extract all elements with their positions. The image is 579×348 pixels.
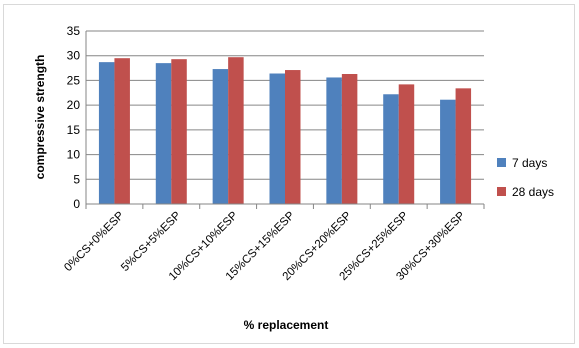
bar-28-days [455,88,472,204]
x-category-label: 5%CS+5%ESP [119,209,184,274]
bar-28-days [228,57,244,204]
x-category-label: 0%CS+0%ESP [62,209,127,274]
y-tick-labels: 0 5 10 15 20 25 30 35 [67,24,81,211]
bar-28-days [285,70,301,204]
bar-28-days [114,58,130,204]
bar-7-days [269,73,285,204]
bar-chart: 0 5 10 15 20 25 30 35 0%CS+0%ESP5%CS+5%ESP10%CS… [33,24,554,332]
y-tick-label: 15 [67,123,81,137]
y-tick-label: 35 [67,24,81,38]
bar-7-days [383,94,399,204]
y-tick-label: 10 [67,148,81,162]
legend-swatch [497,187,506,196]
x-axis-title: % replacement [244,318,329,332]
y-tick-label: 0 [73,197,80,211]
y-tick-label: 20 [67,98,81,112]
legend: 7 days 28 days [497,156,554,199]
bar-28-days [398,84,415,204]
bar-7-days [155,63,172,204]
y-axis-title: compressive strength [33,55,47,180]
legend-swatch [497,158,506,167]
bars [98,57,472,204]
y-tick-label: 30 [67,49,81,63]
legend-label: 7 days [512,156,547,170]
bar-7-days [212,69,229,204]
y-tick-label: 25 [67,73,81,87]
bar-7-days [326,77,342,204]
bar-28-days [171,59,187,204]
y-tick-label: 5 [73,172,80,186]
bar-28-days [341,74,358,204]
legend-label: 28 days [512,185,554,199]
axes [85,31,485,209]
chart-frame: 0 5 10 15 20 25 30 35 0%CS+0%ESP 5%CS+5%ESP 10%CS… [3,4,575,344]
bar-7-days [98,62,115,204]
bar-7-days [440,99,456,204]
x-category-labels: 0%CS+0%ESP5%CS+5%ESP10%CS+10%ESP15%CS+15… [62,209,468,283]
